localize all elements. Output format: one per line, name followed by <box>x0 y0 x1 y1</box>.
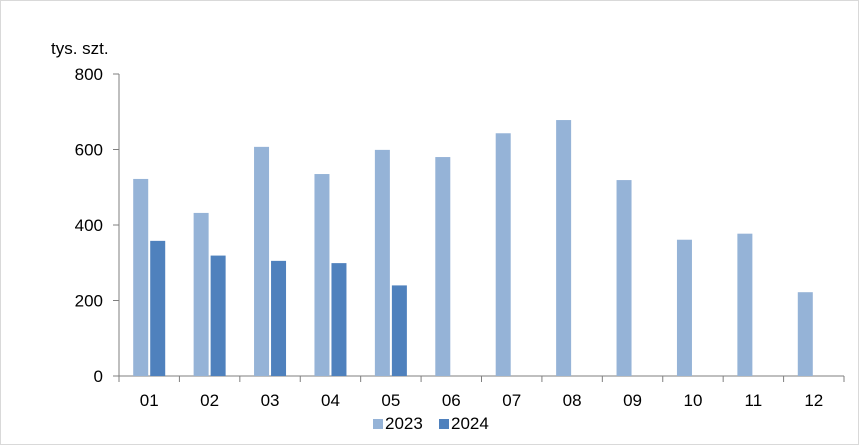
bar-2024-05 <box>391 285 407 376</box>
bar-2023-07 <box>495 133 511 376</box>
y-axis-unit-label: tys. szt. <box>51 39 109 58</box>
x-tick-label: 07 <box>502 391 521 410</box>
bars <box>133 120 813 377</box>
legend-swatch-2023 <box>373 419 383 429</box>
legend-swatch-2024 <box>439 419 449 429</box>
bar-2023-12 <box>797 292 813 376</box>
y-tick-label: 200 <box>75 292 103 311</box>
bar-2023-01 <box>133 178 149 376</box>
y-tick-label: 400 <box>75 216 103 235</box>
bar-2024-03 <box>271 260 287 376</box>
bar-2023-06 <box>435 157 451 376</box>
x-tick-label: 03 <box>261 391 280 410</box>
y-tick-label: 800 <box>75 65 103 84</box>
x-axis: 01 02 03 04 05 06 07 08 09 10 11 12 <box>118 375 845 410</box>
y-axis: 0 200 400 600 800 <box>75 65 120 386</box>
x-tick-label: 02 <box>200 391 219 410</box>
legend-label-2024: 2024 <box>451 414 489 433</box>
bar-2023-02 <box>193 212 209 376</box>
bar-2023-03 <box>254 146 270 376</box>
bar-2024-04 <box>331 263 347 376</box>
x-tick-label: 09 <box>623 391 642 410</box>
x-tick-label: 12 <box>804 391 823 410</box>
x-tick-label: 04 <box>321 391 340 410</box>
bar-2023-05 <box>374 149 390 376</box>
y-tick-label: 0 <box>94 367 103 386</box>
bar-2024-02 <box>210 255 226 376</box>
y-tick-label: 600 <box>75 141 103 160</box>
bar-2023-08 <box>556 120 572 377</box>
x-tick-label: 06 <box>442 391 461 410</box>
bar-2023-11 <box>737 233 753 376</box>
bar-2023-04 <box>314 174 330 376</box>
x-tick-label: 08 <box>563 391 582 410</box>
legend: 2023 2024 <box>373 414 489 433</box>
bar-2023-09 <box>616 180 632 376</box>
x-tick-label: 10 <box>683 391 702 410</box>
x-tick-label: 11 <box>745 391 763 410</box>
legend-label-2023: 2023 <box>385 414 423 433</box>
bar-2023-10 <box>676 239 692 376</box>
x-tick-label: 01 <box>140 391 159 410</box>
x-tick-label: 05 <box>381 391 400 410</box>
bar-2024-01 <box>150 240 166 376</box>
